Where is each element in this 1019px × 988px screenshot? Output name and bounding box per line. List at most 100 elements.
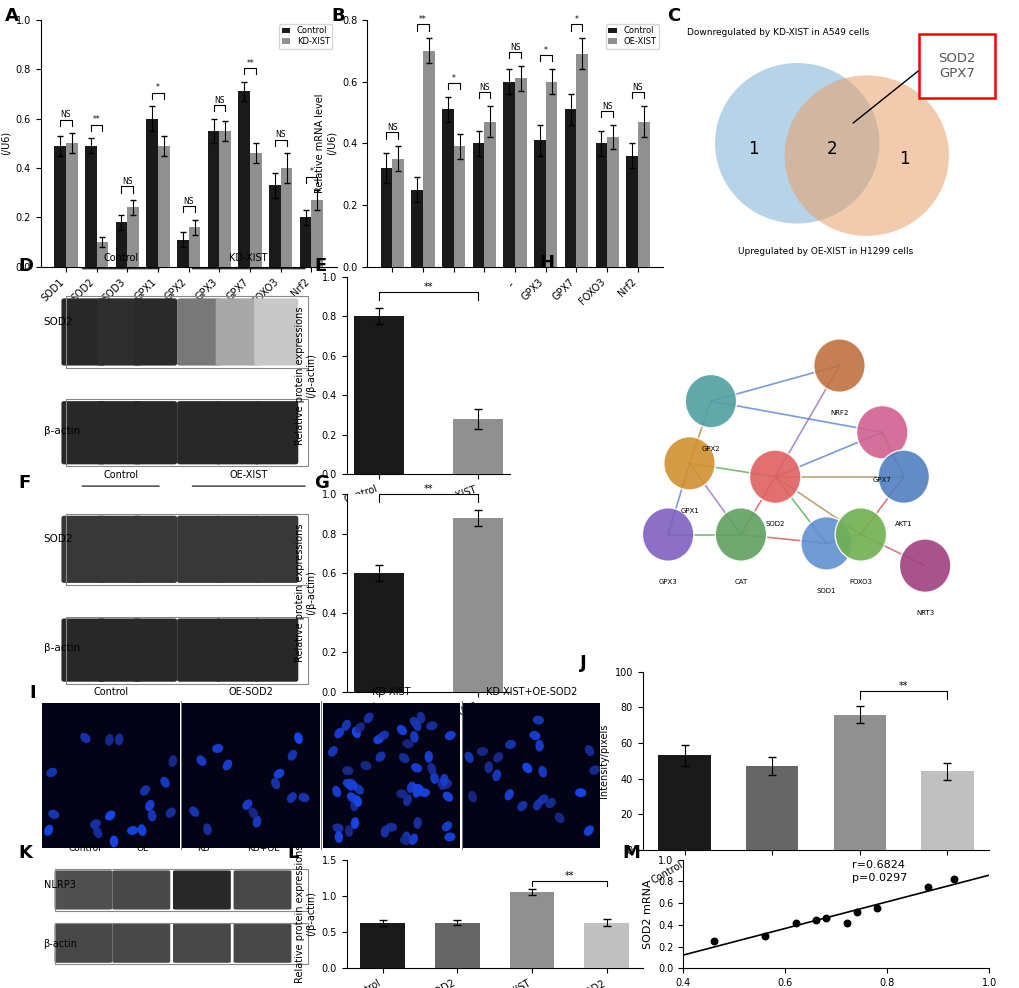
Y-axis label: Relative protein expressions
(/β-actin): Relative protein expressions (/β-actin) bbox=[294, 306, 316, 445]
Text: NS: NS bbox=[183, 197, 194, 206]
Point bbox=[807, 913, 823, 929]
Bar bbox=[463, 702, 600, 848]
Bar bbox=[322, 702, 460, 848]
Point bbox=[919, 879, 935, 895]
Text: *: * bbox=[309, 167, 313, 176]
Point bbox=[945, 871, 961, 887]
Ellipse shape bbox=[517, 801, 527, 811]
Text: r=0.6824: r=0.6824 bbox=[851, 861, 904, 870]
Bar bbox=[606, 137, 619, 267]
FancyBboxPatch shape bbox=[173, 924, 230, 962]
Text: J: J bbox=[580, 654, 586, 672]
Ellipse shape bbox=[714, 508, 766, 561]
Bar bbox=[66, 143, 77, 267]
Bar bbox=[250, 153, 262, 267]
Ellipse shape bbox=[504, 789, 514, 800]
Text: C: C bbox=[667, 8, 680, 26]
FancyBboxPatch shape bbox=[254, 618, 298, 682]
Ellipse shape bbox=[105, 810, 115, 821]
Ellipse shape bbox=[396, 725, 407, 735]
Ellipse shape bbox=[341, 766, 353, 776]
Bar bbox=[360, 924, 405, 968]
Bar bbox=[484, 122, 495, 267]
Ellipse shape bbox=[380, 826, 389, 838]
Text: NLRP3: NLRP3 bbox=[44, 879, 75, 889]
Bar bbox=[534, 140, 545, 267]
Bar bbox=[65, 296, 308, 368]
FancyBboxPatch shape bbox=[61, 298, 105, 366]
Text: NS: NS bbox=[632, 83, 643, 92]
Ellipse shape bbox=[413, 817, 422, 829]
Text: FOXO3: FOXO3 bbox=[849, 579, 871, 585]
Ellipse shape bbox=[81, 733, 91, 743]
Ellipse shape bbox=[271, 778, 280, 789]
Ellipse shape bbox=[253, 816, 261, 828]
Ellipse shape bbox=[492, 770, 500, 782]
Text: **: ** bbox=[246, 58, 254, 67]
Ellipse shape bbox=[344, 779, 355, 788]
Bar bbox=[637, 122, 649, 267]
FancyBboxPatch shape bbox=[97, 618, 142, 682]
Bar bbox=[238, 92, 250, 267]
Ellipse shape bbox=[537, 794, 548, 804]
Text: Control: Control bbox=[103, 253, 139, 263]
Ellipse shape bbox=[411, 763, 422, 773]
Ellipse shape bbox=[375, 752, 385, 762]
Ellipse shape bbox=[800, 517, 852, 570]
Bar bbox=[97, 242, 108, 267]
FancyBboxPatch shape bbox=[132, 618, 177, 682]
Ellipse shape bbox=[533, 799, 542, 810]
Point bbox=[868, 901, 884, 917]
Text: NS: NS bbox=[214, 96, 224, 105]
Text: KD+OE: KD+OE bbox=[248, 844, 280, 853]
FancyBboxPatch shape bbox=[132, 298, 177, 366]
Ellipse shape bbox=[332, 785, 340, 797]
Ellipse shape bbox=[190, 806, 199, 817]
Text: **: ** bbox=[423, 282, 433, 292]
Text: I: I bbox=[30, 684, 36, 701]
Ellipse shape bbox=[407, 782, 416, 793]
Ellipse shape bbox=[48, 810, 59, 819]
Bar bbox=[55, 869, 308, 911]
Bar bbox=[354, 316, 404, 474]
Bar bbox=[55, 923, 308, 964]
Bar bbox=[182, 702, 320, 848]
Bar bbox=[472, 143, 484, 267]
FancyBboxPatch shape bbox=[233, 924, 291, 962]
Ellipse shape bbox=[493, 752, 502, 763]
Ellipse shape bbox=[346, 782, 358, 790]
FancyBboxPatch shape bbox=[177, 298, 221, 366]
Legend: Control, KD-XIST: Control, KD-XIST bbox=[279, 24, 332, 48]
Text: OE-SOD2: OE-SOD2 bbox=[228, 687, 273, 698]
Bar bbox=[65, 617, 308, 684]
Text: NRT3: NRT3 bbox=[915, 610, 933, 617]
Bar bbox=[626, 156, 637, 267]
Text: β-actin: β-actin bbox=[44, 643, 79, 653]
Text: β-actin: β-actin bbox=[44, 940, 77, 949]
Y-axis label: Relative mRNA level
(/U6): Relative mRNA level (/U6) bbox=[0, 94, 10, 193]
Bar bbox=[146, 119, 158, 267]
Bar bbox=[657, 756, 710, 850]
Ellipse shape bbox=[286, 792, 297, 803]
FancyBboxPatch shape bbox=[132, 401, 177, 464]
Ellipse shape bbox=[575, 788, 586, 797]
Text: **: ** bbox=[565, 871, 574, 881]
Ellipse shape bbox=[899, 539, 950, 593]
Ellipse shape bbox=[468, 790, 477, 802]
Ellipse shape bbox=[344, 825, 353, 837]
Ellipse shape bbox=[784, 75, 948, 236]
Text: L: L bbox=[287, 845, 299, 863]
Bar bbox=[595, 143, 606, 267]
Ellipse shape bbox=[419, 788, 430, 797]
Ellipse shape bbox=[115, 733, 123, 745]
Ellipse shape bbox=[342, 779, 354, 787]
Ellipse shape bbox=[212, 744, 223, 753]
Ellipse shape bbox=[378, 730, 389, 740]
Text: K: K bbox=[18, 845, 33, 863]
Bar bbox=[423, 50, 434, 267]
Ellipse shape bbox=[442, 791, 452, 801]
Ellipse shape bbox=[203, 823, 212, 835]
Bar bbox=[219, 131, 231, 267]
FancyBboxPatch shape bbox=[61, 618, 105, 682]
Text: NS: NS bbox=[60, 111, 71, 120]
